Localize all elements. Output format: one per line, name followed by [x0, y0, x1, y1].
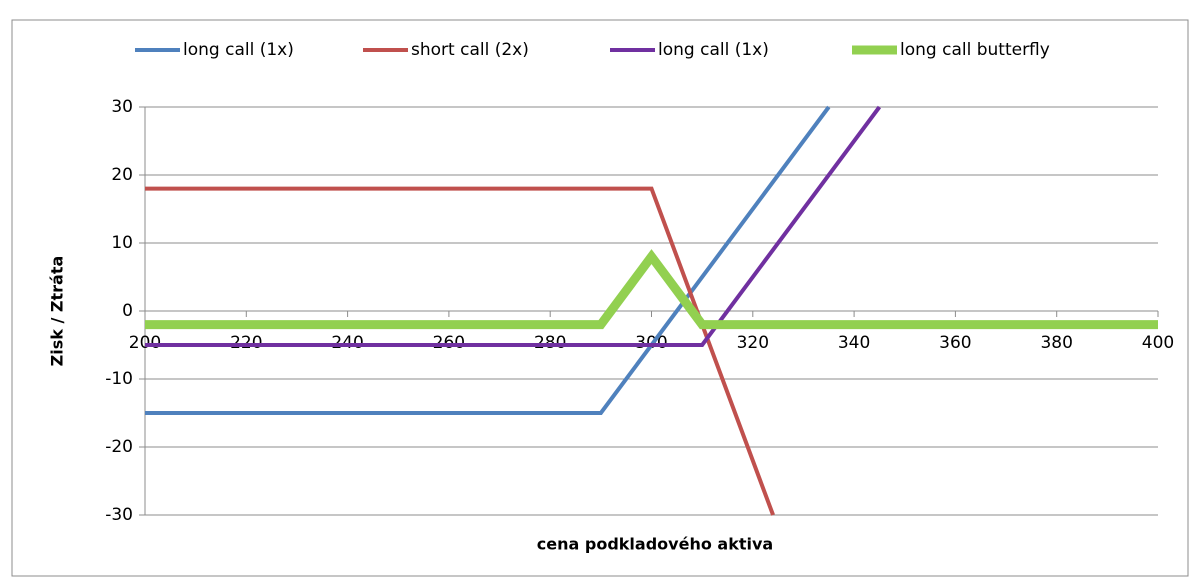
legend-label: long call butterfly	[900, 40, 1050, 60]
series-line	[145, 249, 1158, 330]
x-tick-label: 320	[737, 333, 769, 353]
y-tick-label: -20	[105, 437, 133, 457]
series-line	[145, 186, 775, 516]
series-line	[145, 105, 882, 347]
x-tick-label: 400	[1142, 333, 1174, 353]
y-tick-label: 0	[122, 301, 133, 321]
y-tick-label: -10	[105, 369, 133, 389]
x-axis-label: cena podkladového aktiva	[537, 535, 773, 554]
chart-frame	[11, 19, 1189, 577]
x-tick-label: 340	[838, 333, 870, 353]
legend-label: short call (2x)	[411, 40, 529, 60]
legend-label: long call (1x)	[183, 40, 294, 60]
y-tick-label: 30	[111, 97, 133, 117]
x-tick-label: 360	[939, 333, 971, 353]
y-tick-label: -30	[105, 505, 133, 525]
x-tick-label: 380	[1040, 333, 1072, 353]
y-tick-label: 20	[111, 165, 133, 185]
series-line	[145, 105, 831, 415]
legend-label: long call (1x)	[658, 40, 769, 60]
y-axis-label: Zisk / Ztráta	[48, 256, 67, 367]
y-tick-label: 10	[111, 233, 133, 253]
